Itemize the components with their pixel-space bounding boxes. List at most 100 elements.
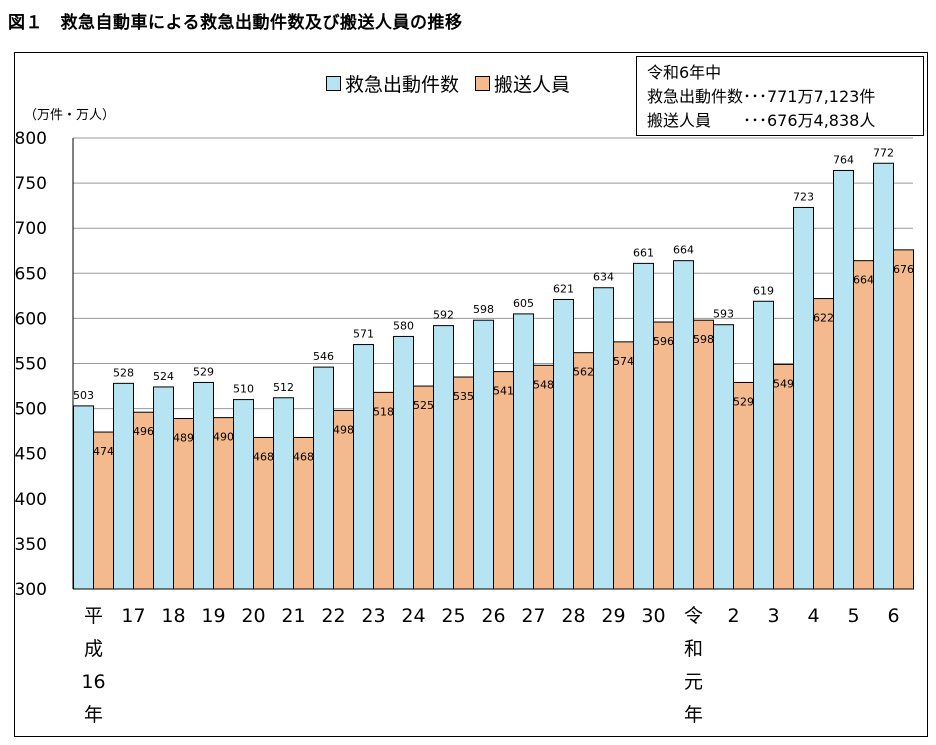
x-tick-label: 22 [321,605,345,627]
bar-dispatch [153,386,174,590]
y-tick-label: 750 [15,174,47,194]
data-label-transport: 525 [413,399,434,412]
bar-dispatch [553,298,574,590]
bar-transport [653,321,674,590]
x-tick-label: 元 [684,671,703,693]
data-label-dispatch: 571 [353,328,374,341]
x-tick-label: 年 [84,704,103,726]
x-tick-label: 2 [727,605,739,627]
bar-dispatch [73,405,94,590]
info-transport-total: 搬送人員 ･･･676万4,838人 [647,111,876,130]
data-label-transport: 490 [213,431,234,444]
data-label-dispatch: 592 [433,309,454,322]
x-tick-label: 成 [84,638,103,660]
data-label-transport: 598 [693,333,714,346]
bar-dispatch [673,260,694,590]
data-label-dispatch: 529 [193,365,214,378]
x-tick-label: 28 [561,605,585,627]
data-label-dispatch: 772 [873,146,894,159]
x-tick-label: 21 [281,605,305,627]
data-label-dispatch: 621 [553,282,574,295]
data-label-transport: 474 [93,445,114,458]
y-axis-unit-label: （万件・万人） [24,108,116,123]
bar-dispatch [313,366,334,590]
bar-dispatch [833,169,854,590]
y-tick-label: 300 [15,580,47,600]
summary-info-box: 令和6年中 救急出動件数･･･771万7,123件 搬送人員 ･･･676万4,… [636,56,924,136]
bar-dispatch [233,399,254,590]
bar-dispatch [593,287,614,590]
x-tick-label: 20 [241,605,265,627]
y-tick-label: 650 [15,264,47,284]
data-label-dispatch: 580 [393,319,414,332]
bar-transport [453,376,474,590]
x-tick-label: 29 [601,605,625,627]
data-label-transport: 664 [853,274,874,287]
y-tick-label: 550 [15,355,47,375]
x-tick-label: 23 [361,605,385,627]
data-label-transport: 468 [293,450,314,463]
bar-transport [133,411,154,590]
data-label-dispatch: 546 [313,350,334,363]
bar-transport [733,381,754,590]
bar-dispatch [433,325,454,590]
legend: 救急出動件数 搬送人員 [326,70,586,97]
bar-transport [813,298,834,590]
y-tick-label: 700 [15,219,47,239]
data-label-transport: 518 [373,405,394,418]
bar-dispatch [393,335,414,590]
y-tick-label: 400 [15,490,47,510]
x-tick-label: 25 [441,605,465,627]
data-label-transport: 541 [493,385,514,398]
bar-transport [613,341,634,590]
bar-transport [373,391,394,590]
chart-frame [14,52,928,737]
x-tick-label: 26 [481,605,505,627]
bar-transport [413,385,434,590]
x-tick-label: 24 [401,605,425,627]
data-label-transport: 676 [893,263,914,276]
data-label-dispatch: 593 [713,308,734,321]
legend-label-dispatch: 救急出動件数 [345,74,460,96]
data-label-dispatch: 634 [593,271,614,284]
data-label-transport: 548 [533,378,554,391]
bar-dispatch [473,319,494,590]
data-label-transport: 468 [253,450,274,463]
data-label-dispatch: 664 [673,244,694,257]
legend-swatch-transport [475,76,491,91]
x-tick-label: 30 [641,605,665,627]
x-tick-label: 年 [684,704,703,726]
bar-dispatch [353,344,374,590]
data-label-dispatch: 619 [753,284,774,297]
bar-dispatch [633,262,654,590]
bar-dispatch [753,300,774,590]
data-label-dispatch: 723 [793,190,814,203]
data-label-dispatch: 503 [73,389,94,402]
bar-transport [853,260,874,590]
bar-transport [773,363,794,590]
data-label-transport: 529 [733,395,754,408]
x-tick-label: 令 [684,605,703,627]
bar-dispatch [193,381,214,590]
x-tick-label: 和 [684,638,703,660]
data-label-dispatch: 512 [273,381,294,394]
y-tick-label: 350 [15,535,47,555]
x-tick-label: 27 [521,605,545,627]
data-label-dispatch: 605 [513,297,534,310]
x-tick-label: 18 [161,605,185,627]
legend-item-dispatch: 救急出動件数 [326,70,459,97]
bar-transport [333,409,354,590]
y-tick-label: 450 [15,445,47,465]
y-tick-label: 500 [15,400,47,420]
data-label-transport: 549 [773,377,794,390]
legend-swatch-dispatch [326,76,341,91]
data-label-transport: 498 [333,423,354,436]
data-label-dispatch: 524 [153,370,174,383]
x-tick-label: 17 [121,605,145,627]
x-tick-label: 19 [201,605,225,627]
data-label-transport: 622 [813,312,834,325]
bar-dispatch [273,397,294,590]
x-tick-label: 6 [887,605,899,627]
bar-dispatch [513,313,534,590]
data-label-transport: 535 [453,390,474,403]
